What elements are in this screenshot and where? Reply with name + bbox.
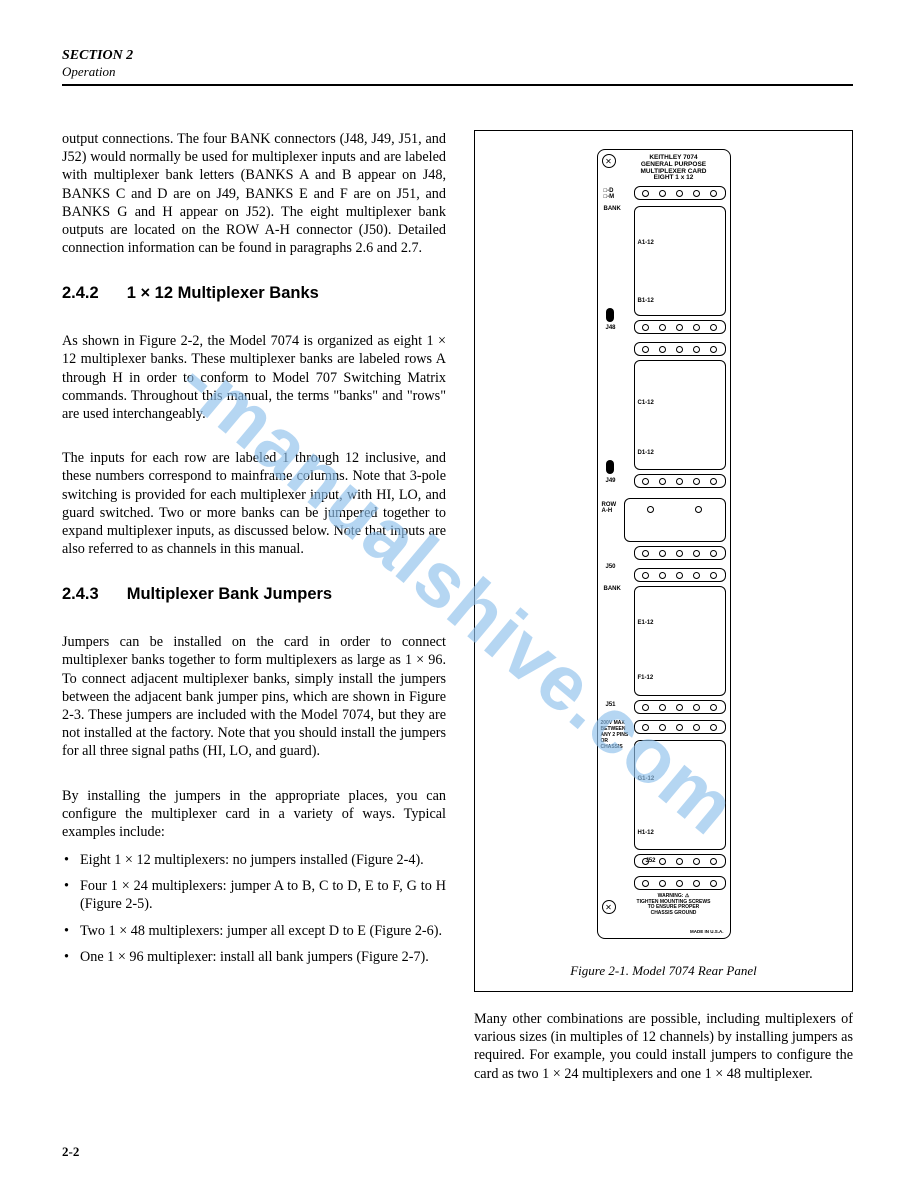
bullet-4: One 1 × 96 multiplexer: install all bank… [62, 948, 446, 966]
section-label: SECTION 2 [62, 48, 853, 64]
rear-panel-diagram: KEITHLEY 7074 GENERAL PURPOSE MULTIPLEXE… [597, 149, 731, 939]
bullet-list: Eight 1 × 12 multiplexers: no jumpers in… [62, 851, 446, 966]
figure-caption: Figure 2-1. Model 7074 Rear Panel [475, 963, 852, 979]
right-column: KEITHLEY 7074 GENERAL PURPOSE MULTIPLEXE… [474, 130, 853, 1083]
para-inputs: The inputs for each row are labeled 1 th… [62, 449, 446, 558]
conn-top3 [634, 568, 726, 582]
para-configure: By installing the jumpers in the appropr… [62, 787, 446, 842]
dm-label: □-D □-M [604, 188, 615, 200]
section-sub: Operation [62, 64, 853, 80]
conn-top2 [634, 342, 726, 356]
conn-mid1 [634, 320, 726, 334]
label-h: H1-12 [638, 830, 654, 836]
para-figure22: As shown in Figure 2-2, the Model 7074 i… [62, 332, 446, 423]
conn-j50 [624, 498, 726, 542]
screw-icon [602, 154, 616, 168]
screw-icon-bottom [602, 900, 616, 914]
page-number: 2-2 [62, 1144, 79, 1160]
heading-242: 2.4.2 1 × 12 Multiplexer Banks [62, 283, 446, 304]
para-combinations: Many other combinations are possible, in… [474, 1010, 853, 1083]
jumper-icon-2 [606, 460, 614, 474]
bullet-1: Eight 1 × 12 multiplexers: no jumpers in… [62, 851, 446, 869]
conn-mid3 [634, 700, 726, 714]
label-j49: J49 [606, 478, 616, 484]
conn-j50b [634, 546, 726, 560]
label-b: B1-12 [638, 298, 654, 304]
panel-title: KEITHLEY 7074 GENERAL PURPOSE MULTIPLEXE… [620, 155, 728, 182]
heading-243-title: Multiplexer Bank Jumpers [127, 584, 332, 605]
label-j48: J48 [606, 325, 616, 331]
heading-242-title: 1 × 12 Multiplexer Banks [127, 283, 319, 304]
label-d: D1-12 [638, 450, 654, 456]
made-label: MADE IN U.S.A. [690, 929, 724, 934]
heading-243-num: 2.4.3 [62, 584, 99, 605]
heading-242-num: 2.4.2 [62, 283, 99, 304]
label-e: E1-12 [638, 620, 654, 626]
label-j50: J50 [606, 564, 616, 570]
para-output-connections: output connections. The four BANK connec… [62, 130, 446, 257]
label-g: G1-12 [638, 776, 655, 782]
bank-label-1: BANK [604, 206, 621, 212]
jumper-icon [606, 308, 614, 322]
label-vmax: 200V MAX BETWEEN ANY 2 PINS OR CHASSIS [601, 720, 629, 750]
bullet-2: Four 1 × 24 multiplexers: jumper A to B,… [62, 877, 446, 913]
conn-mid2 [634, 474, 726, 488]
warning-label: WARNING: ⚠ TIGHTEN MOUNTING SCREWS TO EN… [622, 894, 726, 916]
figure-box: KEITHLEY 7074 GENERAL PURPOSE MULTIPLEXE… [474, 130, 853, 992]
bank-label-2: BANK [604, 586, 621, 592]
conn-mid4 [634, 854, 726, 868]
left-column: output connections. The four BANK connec… [62, 130, 446, 1083]
heading-243: 2.4.3 Multiplexer Bank Jumpers [62, 584, 446, 605]
label-j51: J51 [606, 702, 616, 708]
page-header: SECTION 2 Operation [62, 48, 853, 86]
para-jumpers: Jumpers can be installed on the card in … [62, 633, 446, 760]
bullet-3: Two 1 × 48 multiplexers: jumper all exce… [62, 922, 446, 940]
panel-t4: EIGHT 1 x 12 [654, 174, 694, 181]
page: SECTION 2 Operation output connections. … [0, 0, 915, 1123]
label-f: F1-12 [638, 675, 654, 681]
conn-top4 [634, 720, 726, 734]
conn-bottom [634, 876, 726, 890]
conn-top [634, 186, 726, 200]
two-column-layout: output connections. The four BANK connec… [62, 130, 853, 1083]
label-row: ROW A-H [602, 502, 617, 514]
label-c: C1-12 [638, 400, 654, 406]
label-a: A1-12 [638, 240, 654, 246]
